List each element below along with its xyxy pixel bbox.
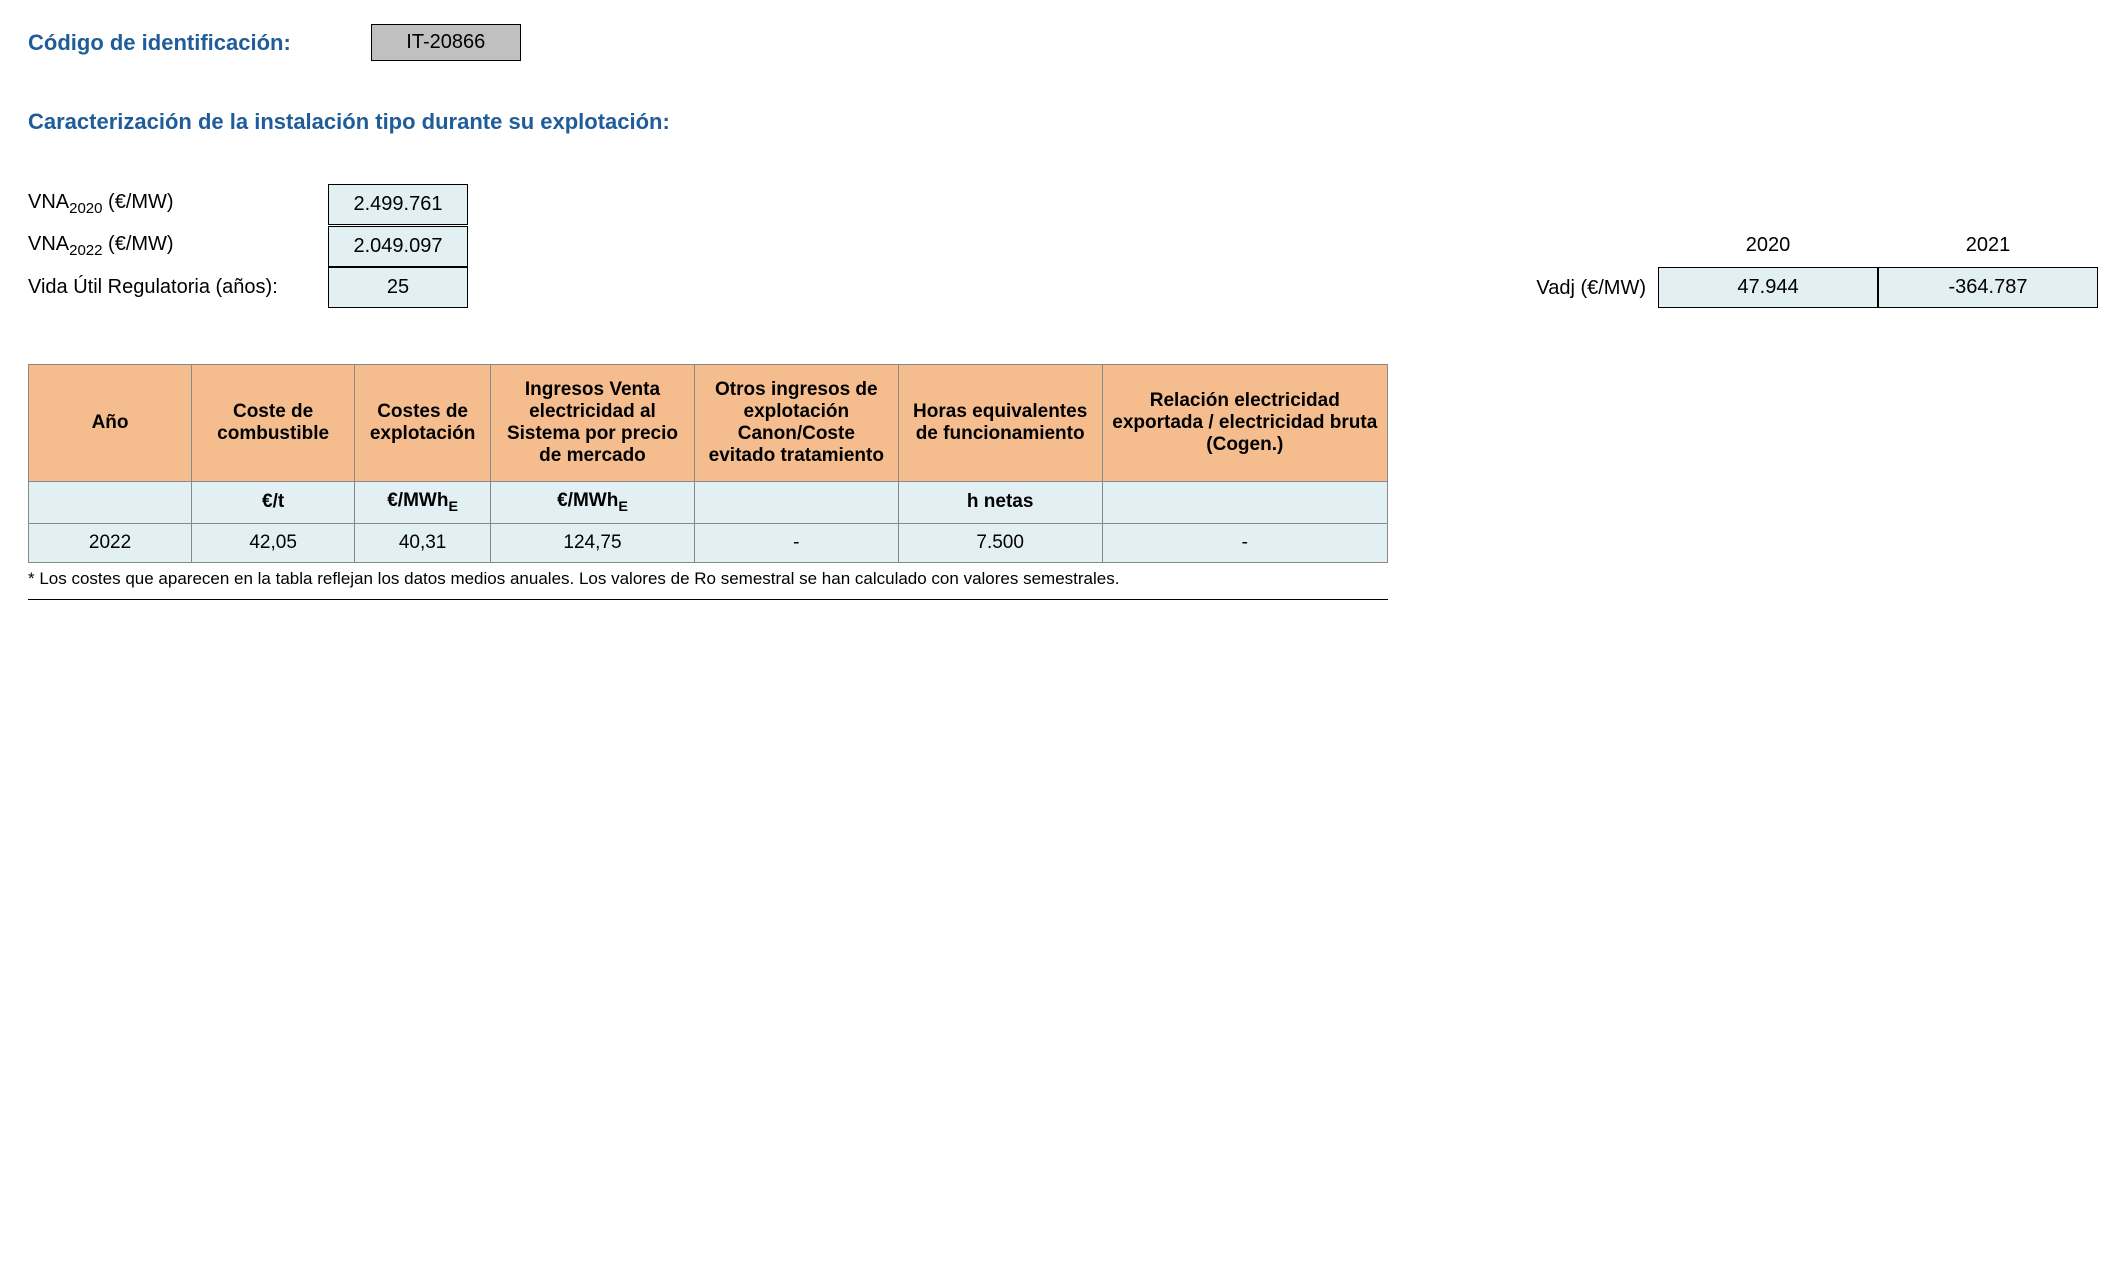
vadj-value: 47.944	[1658, 267, 1878, 308]
vadj-wrap: Vadj (€/MW) 202047.9442021-364.787	[1524, 226, 2098, 308]
vna2020-value: 2.499.761	[328, 184, 468, 225]
table-cell: 2022	[29, 523, 192, 562]
vna2022-value: 2.049.097	[328, 226, 468, 267]
table-header-cell: Coste de combustible	[192, 365, 355, 482]
table-cell: 124,75	[491, 523, 695, 562]
vadj-col: 2021-364.787	[1878, 226, 2098, 308]
table-header-cell: Costes de explotación	[355, 365, 491, 482]
table-units-cell: h netas	[898, 482, 1102, 524]
table-header-cell: Año	[29, 365, 192, 482]
table-units-row: €/t€/MWhE€/MWhEh netas	[29, 482, 1388, 524]
id-row: Código de identificación: IT-20866	[28, 24, 2098, 61]
vna2020-label-post: (€/MW)	[103, 191, 174, 213]
vna2022-row: VNA2022 (€/MW) 2.049.097	[28, 225, 468, 267]
table-header-cell: Ingresos Venta electricidad al Sistema p…	[491, 365, 695, 482]
vna2020-sub: 2020	[69, 200, 102, 217]
table-units-cell	[1102, 482, 1387, 524]
table-units-cell: €/MWhE	[491, 482, 695, 524]
vna2022-label: VNA2022 (€/MW)	[28, 225, 328, 267]
vna2022-label-pre: VNA	[28, 233, 69, 255]
table-units-cell: €/t	[192, 482, 355, 524]
vida-value: 25	[328, 267, 468, 308]
table-cell: 40,31	[355, 523, 491, 562]
table-units-cell	[29, 482, 192, 524]
id-value-box: IT-20866	[371, 24, 521, 61]
table-row: 202242,0540,31124,75-7.500-	[29, 523, 1388, 562]
vadj-value: -364.787	[1878, 267, 2098, 308]
table-cell: -	[694, 523, 898, 562]
vna2022-sub: 2022	[69, 242, 102, 259]
vadj-year: 2020	[1663, 226, 1873, 267]
table-header-row: AñoCoste de combustibleCostes de explota…	[29, 365, 1388, 482]
vadj-label: Vadj (€/MW)	[1524, 269, 1658, 308]
vna2020-row: VNA2020 (€/MW) 2.499.761	[28, 183, 468, 225]
divider-line	[28, 599, 1388, 600]
params-left: VNA2020 (€/MW) 2.499.761 VNA2022 (€/MW) …	[28, 183, 468, 308]
vida-row: Vida Útil Regulatoria (años): 25	[28, 267, 468, 308]
table-header-cell: Relación electricidad exportada / electr…	[1102, 365, 1387, 482]
vadj-cols: 202047.9442021-364.787	[1658, 226, 2098, 308]
id-label: Código de identificación:	[28, 30, 291, 56]
table-units-cell: €/MWhE	[355, 482, 491, 524]
params-area: VNA2020 (€/MW) 2.499.761 VNA2022 (€/MW) …	[28, 183, 2098, 308]
vadj-col: 202047.944	[1658, 226, 1878, 308]
table-cell: 42,05	[192, 523, 355, 562]
section-title: Caracterización de la instalación tipo d…	[28, 109, 2098, 135]
vna2020-label-pre: VNA	[28, 191, 69, 213]
vadj-year: 2021	[1883, 226, 2093, 267]
vna2020-label: VNA2020 (€/MW)	[28, 183, 328, 225]
table-data-body: 202242,0540,31124,75-7.500-	[29, 523, 1388, 562]
table-cell: 7.500	[898, 523, 1102, 562]
vna2022-label-post: (€/MW)	[103, 233, 174, 255]
table-cell: -	[1102, 523, 1387, 562]
footnote: * Los costes que aparecen en la tabla re…	[28, 569, 1388, 589]
table-header-cell: Otros ingresos de explotación Canon/Cost…	[694, 365, 898, 482]
vida-label: Vida Útil Regulatoria (años):	[28, 268, 328, 307]
table-units-cell	[694, 482, 898, 524]
vadj-block: Vadj (€/MW) 202047.9442021-364.787	[1524, 226, 2098, 308]
table-header-cell: Horas equivalentes de funcionamiento	[898, 365, 1102, 482]
main-table: AñoCoste de combustibleCostes de explota…	[28, 364, 1388, 563]
